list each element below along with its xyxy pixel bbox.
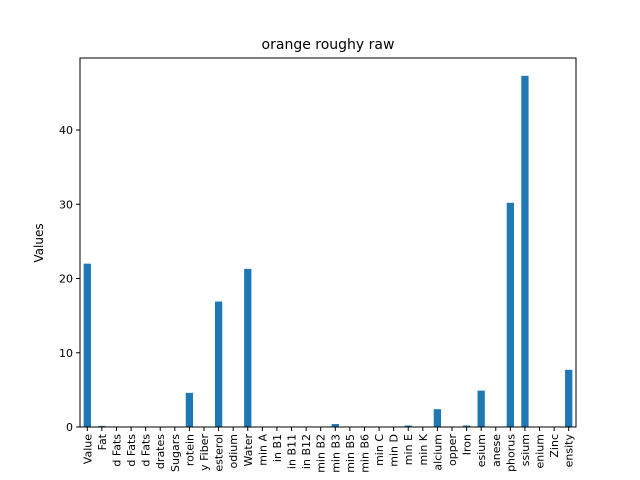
x-tick-label: in B12 — [300, 434, 313, 469]
bar — [477, 390, 485, 427]
x-tick-label: ssium — [519, 434, 532, 466]
x-tick-label: min B2 — [315, 434, 328, 473]
x-tick-label: d Fats — [110, 434, 123, 467]
x-tick-label: Iron — [461, 434, 474, 455]
bar — [98, 425, 106, 427]
x-tick-label: min A — [256, 434, 269, 466]
x-tick-label: alcium — [431, 434, 444, 471]
x-tick-label: min B6 — [358, 434, 371, 473]
x-tick-label: in B1 — [271, 434, 284, 462]
x-tick-label: Value — [81, 434, 94, 464]
bar — [521, 75, 529, 427]
bar — [433, 409, 442, 427]
x-tick-label: min K — [417, 433, 430, 465]
bar — [506, 202, 514, 427]
x-tick-label: esterol — [213, 434, 226, 472]
x-tick-label: phorus — [504, 434, 517, 472]
x-tick-label: Sugars — [169, 434, 182, 472]
x-tick-label: Fat — [96, 433, 109, 450]
bar — [565, 369, 573, 427]
x-tick-label: enium — [534, 434, 547, 468]
plot-frame — [79, 57, 577, 428]
x-tick-label: d Fats — [140, 434, 153, 467]
bar — [83, 263, 91, 427]
bar — [462, 425, 471, 427]
y-tick-label: 10 — [59, 347, 73, 360]
x-tick-label: ensity — [563, 434, 576, 468]
y-tick-label: 20 — [59, 273, 73, 286]
bar — [331, 424, 339, 427]
bar — [185, 392, 194, 427]
x-tick-label: min B5 — [344, 434, 357, 473]
x-tick-label: y Fiber — [198, 434, 211, 471]
y-axis-label: Values — [32, 223, 46, 262]
x-tick-label: odium — [227, 434, 240, 468]
x-tick-label: min B3 — [329, 434, 342, 473]
x-tick-label: min C — [373, 434, 386, 466]
x-tick-label: min E — [402, 434, 415, 465]
bar — [214, 301, 223, 427]
x-tick-label: opper — [446, 434, 459, 466]
x-tick-label: min D — [388, 434, 401, 467]
x-axis-ticks: Value Fat d Fats d Fats d Fats drates Sugars ro… — [81, 427, 576, 473]
chart-title: orange roughy raw — [262, 37, 395, 53]
bar — [404, 425, 412, 427]
y-axis-ticks: 0 10 20 30 40 — [59, 124, 80, 434]
bar — [244, 268, 252, 427]
x-tick-label: in B11 — [286, 434, 299, 469]
x-tick-label: drates — [154, 434, 167, 469]
y-tick-label: 0 — [66, 421, 73, 434]
x-tick-label: d Fats — [125, 434, 138, 467]
x-tick-label: rotein — [183, 434, 196, 466]
x-tick-label: esium — [475, 434, 488, 467]
y-tick-label: 30 — [59, 198, 73, 211]
x-tick-label: Zinc — [548, 434, 561, 458]
y-tick-label: 40 — [59, 124, 73, 137]
bars-group — [83, 75, 573, 427]
x-tick-label: Water — [242, 434, 255, 467]
x-tick-label: anese — [490, 434, 503, 467]
